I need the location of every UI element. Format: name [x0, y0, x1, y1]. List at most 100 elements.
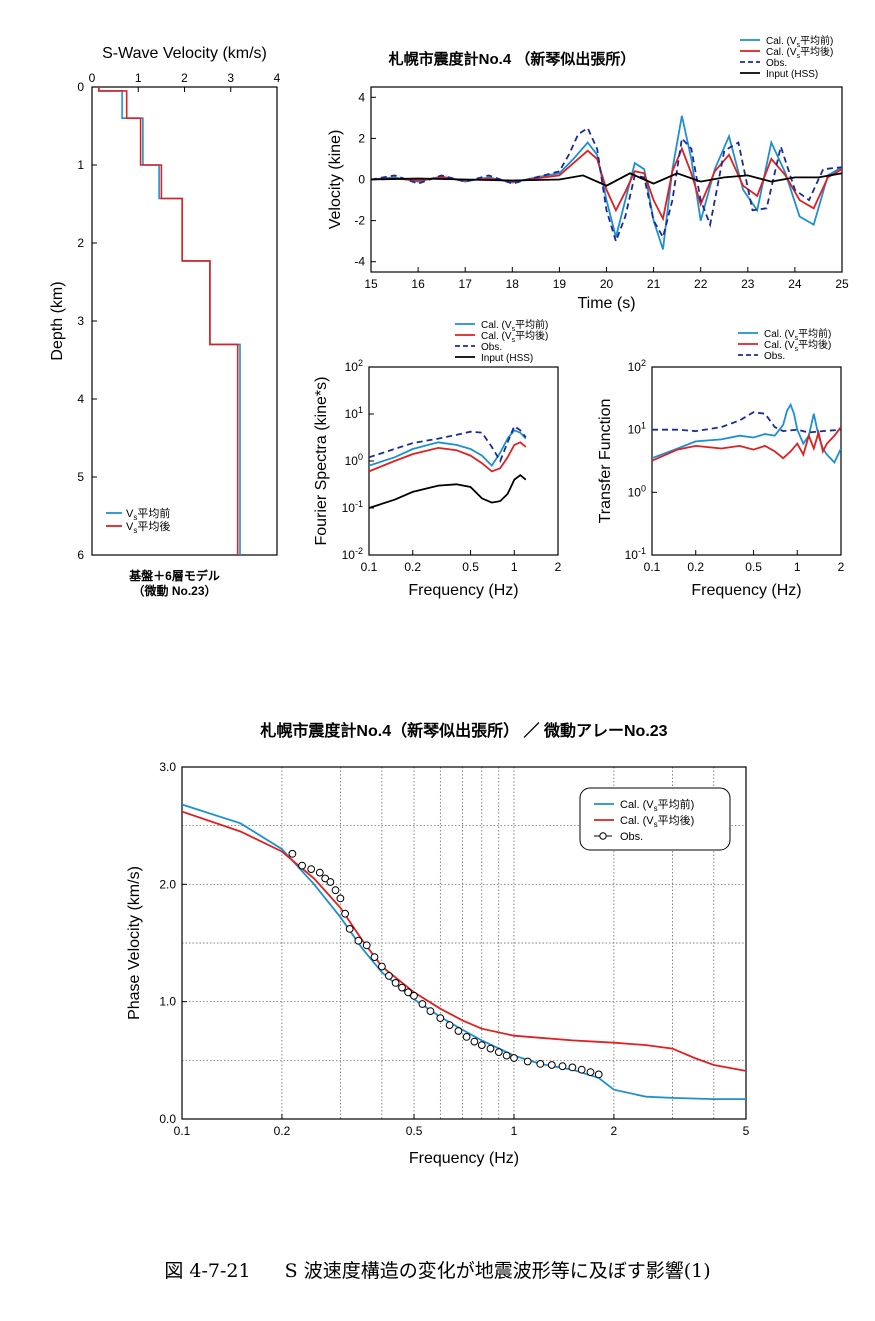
waveform-legend-label: Cal. (Vs平均後)	[766, 45, 833, 60]
fourier-x-tick-label: 0.2	[404, 560, 421, 574]
dispersion-obs-point	[426, 1007, 435, 1015]
vs-profile-y-tick-label: 4	[77, 392, 84, 406]
dispersion-obs-point	[418, 1000, 427, 1008]
dispersion-obs-point	[594, 1070, 603, 1079]
dispersion-obs-point	[370, 953, 379, 961]
waveform-x-tick-label: 15	[364, 277, 378, 291]
vs-profile-x-tick-label: 3	[227, 71, 234, 85]
transfer-legend-label: Cal. (Vs平均後)	[764, 338, 831, 353]
vs-profile-series-line	[98, 87, 239, 555]
waveform-plot-area	[371, 115, 842, 250]
vs-profile-ylabel: Depth (km)	[49, 281, 66, 360]
waveform-x-tick-label: 22	[694, 277, 708, 291]
dispersion-obs-point	[326, 878, 335, 886]
dispersion-obs-point	[536, 1060, 545, 1068]
transfer-series-line	[652, 411, 841, 434]
waveform-legend-label: Obs.	[766, 58, 787, 69]
waveform-x-tick-label: 16	[411, 277, 425, 291]
vs-profile-y-tick-label: 3	[77, 314, 84, 328]
transfer-x-tick-label: 1	[794, 560, 801, 574]
fourier-y-tick-label: 10-1	[342, 499, 363, 515]
waveform-x-tick-label: 21	[647, 277, 661, 291]
vs-profile-y-tick-label: 1	[77, 158, 84, 172]
vs-profile-chart: S-Wave Velocity (km/s) 0 1 2 3 4 0 1 2 3 4 5 6 Depth …	[49, 45, 281, 598]
fourier-series-line	[369, 441, 527, 473]
dispersion-obs-point	[577, 1065, 586, 1074]
dispersion-obs-point	[331, 886, 340, 895]
transfer-x-tick-label: 2	[838, 560, 845, 574]
dispersion-obs-point	[410, 991, 418, 1000]
dispersion-obs-point	[362, 941, 371, 950]
dispersion-y-tick-label: 2.0	[159, 877, 176, 891]
waveform-chart: 札幌市震度計No.4 （新琴似出張所）15 16 17 18 19 20 21 22 23 24 2…	[327, 34, 849, 312]
fourier-series-line	[369, 424, 527, 464]
fourier-legend-label: Obs.	[481, 342, 502, 353]
waveform-ylabel: Velocity (kine)	[327, 130, 344, 230]
dispersion-series-line	[182, 803, 746, 1100]
dispersion-y-tick-label: 3.0	[159, 760, 176, 774]
fourier-x-tick-label: 1	[511, 560, 518, 574]
dispersion-frame	[181, 766, 747, 1120]
dispersion-obs-point	[298, 861, 307, 870]
waveform-legend-label: Input (HSS)	[766, 69, 818, 80]
transfer-y-tick-label: 101	[628, 421, 646, 437]
dispersion-obs-point	[547, 1061, 556, 1069]
waveform-series-line	[371, 115, 842, 250]
vs-profile-x-tick-label: 4	[274, 71, 281, 85]
charts-root: S-Wave Velocity (km/s)0 1 2 3 40123456Depth …	[49, 34, 849, 1167]
dispersion-obs-point	[454, 1027, 463, 1035]
fourier-legend-label: Input (HSS)	[481, 353, 533, 364]
dispersion-obs-point	[445, 1021, 454, 1029]
dispersion-obs-point	[558, 1062, 567, 1071]
dispersion-x-tick-label: 0.1	[174, 1124, 191, 1138]
transfer-legend-label: Cal. (Vs平均前)	[764, 327, 831, 342]
transfer-ylabel: Transfer Function	[597, 399, 614, 524]
fourier-frame	[368, 366, 559, 556]
waveform-legend-label: Cal. (Vs平均前)	[766, 34, 833, 49]
transfer-x-tick-label: 0.2	[687, 560, 704, 574]
dispersion-obs-point	[321, 874, 330, 883]
dispersion-obs-point	[462, 1033, 471, 1041]
waveform-x-tick-label: 18	[506, 277, 520, 291]
dispersion-x-tick-label: 0.2	[274, 1124, 291, 1138]
dispersion-xlabel: Frequency (Hz)	[409, 1150, 519, 1167]
vs-profile-y-tick-label: 5	[77, 470, 84, 484]
dispersion-legend-label: Obs.	[620, 831, 643, 843]
dispersion-obs-point	[568, 1063, 577, 1072]
dispersion-obs-point	[336, 894, 345, 903]
dispersion-obs-point	[404, 988, 413, 997]
dispersion-obs-point	[354, 936, 363, 945]
waveform-y-tick-label: -4	[354, 255, 365, 269]
transfer-series-line	[652, 426, 841, 462]
dispersion-obs-point	[523, 1057, 532, 1066]
vs-profile-y-tick-label: 6	[77, 548, 84, 562]
dispersion-obs-point	[494, 1048, 503, 1056]
transfer-series-line	[652, 402, 841, 464]
dispersion-obs-point	[436, 1014, 445, 1022]
figure-caption: 図 4-7-21 S 波速度構造の変化が地震波形等に及ぼす影響(1)	[0, 1256, 875, 1283]
waveform-x-tick-label: 25	[835, 277, 849, 291]
vs-profile-frame	[91, 86, 278, 556]
waveform-x-tick-label: 24	[788, 277, 802, 291]
waveform-y-tick-label: 0	[358, 173, 365, 187]
dispersion-obs-point	[470, 1037, 479, 1046]
figure-canvas: S-Wave Velocity (km/s)0 1 2 3 40123456Depth …	[49, 34, 849, 1167]
dispersion-obs-point	[486, 1044, 495, 1053]
waveform-x-tick-label: 19	[553, 277, 567, 291]
vs-profile-x-tick-label: 0	[89, 71, 96, 85]
vs-profile-series-line	[98, 87, 241, 555]
waveform-x-tick-label: 23	[741, 277, 755, 291]
vs-profile-y-tick-label: 2	[77, 236, 84, 250]
fourier-legend-label: Cal. (Vs平均後)	[481, 329, 548, 344]
fourier-y-tick-label: 102	[345, 358, 363, 374]
vs-profile-note: 基盤＋6層モデル	[128, 568, 220, 583]
dispersion-y-tick-label: 1.0	[159, 995, 176, 1009]
dispersion-x-tick-label: 0.5	[406, 1124, 423, 1138]
dispersion-obs-point	[345, 925, 354, 933]
waveform-title: 札幌市震度計No.4 （新琴似出張所）	[388, 50, 636, 68]
dispersion-obs-point	[307, 865, 316, 873]
waveform-y-tick-label: -2	[354, 214, 365, 228]
dispersion-obs-point	[341, 909, 350, 918]
dispersion-obs-point	[385, 972, 393, 980]
